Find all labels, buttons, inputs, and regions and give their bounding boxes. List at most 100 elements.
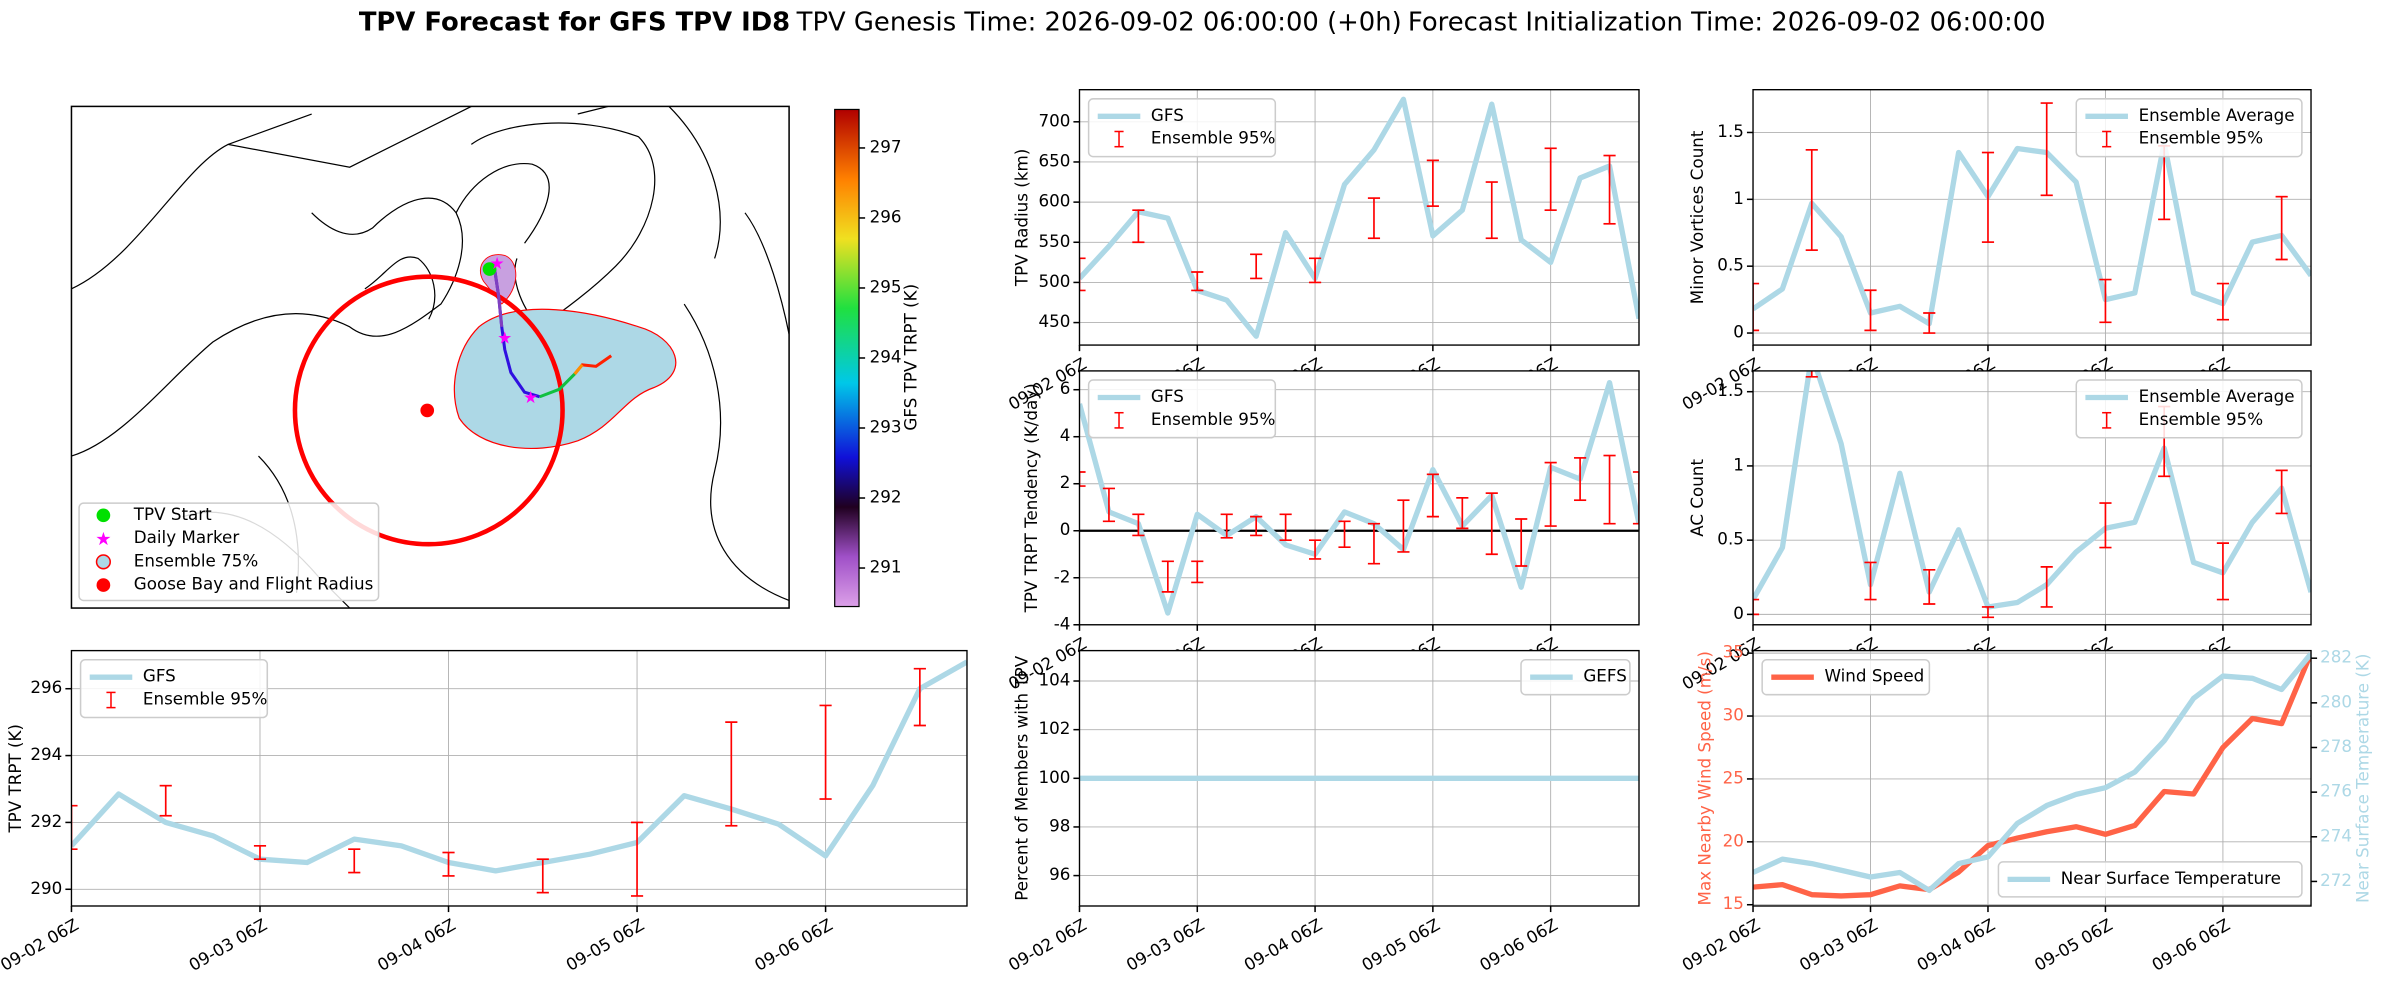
errorbar	[1515, 518, 1528, 567]
y2-tick-label: 280	[2320, 691, 2352, 711]
x-tick-label: 09-02 06Z	[1678, 633, 1763, 694]
legend-label: GFS	[143, 666, 176, 686]
x-tick-label: 09-06 06Z	[1476, 914, 1561, 975]
axes-frame	[1078, 89, 1640, 346]
plot	[1079, 96, 1639, 339]
y-axis-label: TPV TRPT Tendency (K/day)	[1021, 383, 1041, 613]
errorbar	[2099, 502, 2112, 549]
svg-text:★: ★	[490, 253, 505, 273]
y-axis-label: AC Count	[1687, 459, 1707, 537]
x-tick-label: 09-04 06Z	[1240, 914, 1325, 975]
legend	[1761, 658, 1931, 696]
legend	[2075, 98, 2303, 158]
errorbar	[1191, 271, 1204, 292]
y-tick-label: 6	[1060, 378, 1071, 398]
errorbar	[1132, 209, 1145, 244]
legend	[1997, 861, 2303, 898]
errorbar	[1456, 497, 1469, 530]
y-tick-label: 104	[1038, 670, 1070, 690]
y-tick-label: 650	[1038, 150, 1070, 170]
legend-label: GFS	[1151, 105, 1184, 125]
y-axis-label: TPV Radius (km)	[1012, 149, 1032, 287]
y-tick-label: 600	[1038, 191, 1070, 211]
errorbar	[1308, 539, 1322, 560]
y-tick-label: 0.5	[1717, 255, 1744, 275]
legend-label: Ensemble Average	[2139, 105, 2295, 125]
errorbar	[348, 848, 361, 874]
errorbar	[1603, 154, 1616, 225]
legend	[1087, 98, 1277, 158]
svg-text:★: ★	[497, 327, 512, 347]
y-tick-label: 1	[1733, 454, 1744, 474]
map-frame	[70, 105, 790, 609]
y2-tick-label: 274	[2320, 825, 2352, 845]
legend-label: Goose Bay and Flight Radius	[134, 574, 373, 594]
errorbar	[1397, 499, 1410, 553]
colorbar-tick-label: 296	[870, 206, 902, 226]
colorbar-tick-label: 292	[870, 487, 902, 507]
legend-label: Ensemble 95%	[1151, 128, 1275, 148]
errorbar	[1981, 151, 1995, 243]
errorbar	[2040, 102, 2053, 197]
errorbar	[1632, 471, 1639, 525]
legend-label: Ensemble 75%	[134, 550, 258, 570]
x-tick-label: 09-03 06Z	[1796, 914, 1881, 975]
errorbar	[725, 721, 738, 827]
x-tick-label: 09-04 06Z	[374, 914, 459, 975]
y-tick-label: 35	[1723, 642, 1744, 662]
axes-frame	[1752, 89, 2312, 346]
init-time: Forecast Initialization Time: 2026-09-02…	[1408, 7, 2046, 37]
legend-label: TPV Start	[133, 504, 212, 524]
legend-label: Ensemble Average	[2139, 386, 2295, 406]
legend-marker: ★	[95, 529, 111, 550]
errorbar	[630, 821, 644, 897]
y-tick-label: 25	[1723, 767, 1744, 787]
y-tick-label: 4	[1060, 425, 1071, 445]
y-tick-label: 0	[1733, 322, 1744, 342]
legend-label: Near Surface Temperature	[2061, 868, 2281, 888]
x-tick-label: 09-06 06Z	[2148, 914, 2233, 975]
series-line	[1079, 380, 1639, 616]
errorbar	[1753, 598, 1760, 616]
colorbar-tick-label: 297	[870, 136, 902, 156]
axes-frame	[70, 649, 968, 907]
errorbar	[71, 804, 78, 851]
errorbar	[1367, 522, 1381, 565]
x-tick-label: 09-02 06Z	[1678, 914, 1763, 975]
axes-frame	[1752, 370, 2312, 626]
errorbar	[1191, 560, 1204, 584]
axes-frame	[1078, 370, 1640, 626]
legend-label: Ensemble 95%	[2139, 409, 2263, 429]
series-line	[1753, 370, 2312, 610]
x-tick-label: 09-03 06Z	[1123, 914, 1208, 975]
genesis-time: TPV Genesis Time: 2026-09-02 06:00:00 (+…	[796, 7, 1402, 37]
y-tick-label: 1.5	[1717, 121, 1744, 141]
series-line	[71, 659, 967, 874]
errorbar	[1923, 312, 1936, 334]
legend	[1520, 658, 1631, 696]
errorbar	[536, 858, 549, 894]
errorbar	[1220, 513, 1233, 539]
y-tick-label: 450	[1038, 311, 1070, 331]
errorbar	[1426, 473, 1439, 518]
errorbar	[1279, 513, 1292, 541]
y-tick-label: 30	[1723, 705, 1744, 725]
errorbar	[1250, 253, 1263, 280]
legend	[79, 658, 269, 719]
axes-frame	[1752, 649, 2312, 907]
errorbar	[2040, 566, 2053, 608]
y-tick-label: 292	[30, 811, 62, 831]
errorbar	[2216, 282, 2229, 321]
errorbar	[159, 784, 172, 817]
y-tick-label: 2	[1060, 472, 1071, 492]
y-tick-label: 294	[30, 744, 62, 764]
errorbar	[1250, 515, 1263, 537]
x-tick-label: 09-02 06Z	[0, 914, 82, 975]
legend-label: Daily Marker	[134, 527, 240, 547]
y-tick-label: -2	[1054, 566, 1071, 586]
colorbar-tick-label: 295	[870, 276, 902, 296]
y-tick-label: 296	[30, 677, 62, 697]
errorbar	[913, 667, 926, 727]
y2-tick-label: 272	[2320, 870, 2352, 890]
legend-marker	[95, 554, 111, 570]
